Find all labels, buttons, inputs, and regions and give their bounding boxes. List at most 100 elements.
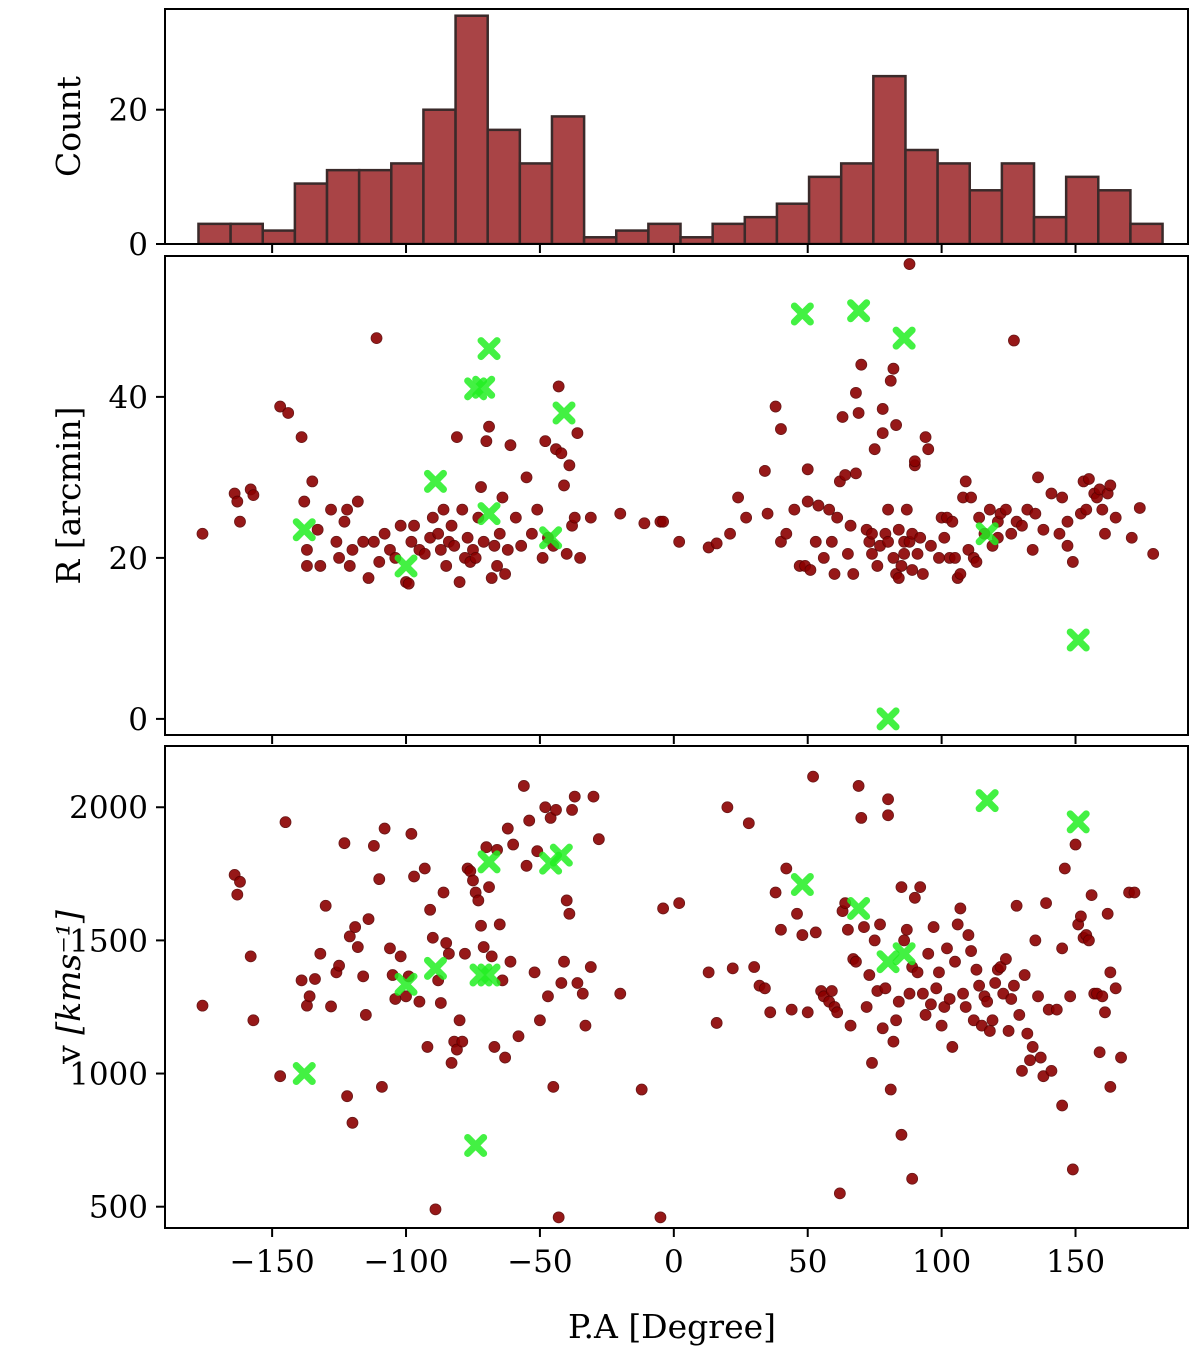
galaxy-point: [831, 511, 844, 524]
galaxy-point: [523, 814, 536, 827]
galaxy-point: [367, 535, 380, 548]
galaxy-point: [488, 539, 501, 552]
galaxy-point: [882, 793, 894, 806]
galaxy-point: [673, 535, 686, 548]
galaxy-point: [732, 491, 744, 504]
galaxy-point: [1069, 838, 1082, 851]
galaxy-point: [552, 1211, 565, 1224]
velocity-frame: [164, 745, 1189, 1229]
galaxy-point: [911, 547, 924, 560]
galaxy-point: [247, 489, 260, 501]
galaxy-point: [517, 780, 530, 792]
histogram-bar: [293, 182, 329, 244]
galaxy-point: [475, 919, 487, 932]
highlight-cross-marker: [892, 326, 916, 350]
galaxy-point: [587, 790, 600, 803]
galaxy-point: [384, 942, 396, 955]
galaxy-point: [925, 539, 937, 552]
galaxy-point: [884, 1083, 897, 1096]
galaxy-point: [568, 511, 581, 524]
galaxy-point: [485, 950, 498, 963]
highlight-cross-marker: [472, 375, 496, 399]
galaxy-point: [973, 979, 986, 992]
galaxy-point: [775, 923, 787, 936]
highlight-cross-marker: [790, 302, 814, 326]
galaxy-point: [710, 537, 723, 550]
galaxy-point: [357, 970, 370, 983]
galaxy-point: [1056, 942, 1069, 955]
galaxy-point: [485, 572, 498, 584]
galaxy-point: [314, 947, 327, 960]
galaxy-point: [758, 982, 771, 995]
histogram-bar: [325, 168, 361, 244]
galaxy-point: [1104, 966, 1117, 979]
galaxy-point: [1066, 556, 1079, 568]
galaxy-point: [946, 515, 959, 528]
histogram-bar: [1129, 222, 1164, 244]
y-tick-label: 0: [128, 227, 148, 263]
galaxy-point: [927, 921, 940, 933]
histogram-bar: [1097, 189, 1132, 244]
galaxy-point: [555, 447, 568, 460]
galaxy-point: [959, 1001, 972, 1013]
galaxy-point: [558, 955, 570, 968]
galaxy-point: [825, 985, 838, 997]
galaxy-point: [579, 1019, 592, 1032]
galaxy-point: [841, 923, 854, 936]
x-axis-label: P.A [Degree]: [568, 1307, 776, 1346]
x-tick-label: −150: [230, 1244, 315, 1280]
histogram-bar: [807, 175, 843, 244]
velocity-marks: [196, 770, 1141, 1224]
histogram-bar: [775, 202, 811, 244]
galaxy-point: [274, 400, 287, 413]
galaxy-point: [231, 888, 244, 901]
highlight-cross-marker: [423, 956, 447, 980]
galaxy-point: [512, 1030, 525, 1043]
galaxy-point: [930, 982, 943, 995]
galaxy-point: [475, 481, 487, 493]
galaxy-point: [962, 543, 975, 556]
galaxy-point: [507, 838, 520, 851]
galaxy-point: [828, 568, 841, 580]
galaxy-point: [1096, 503, 1109, 516]
highlight-cross-marker: [847, 299, 871, 323]
histogram-bar: [518, 162, 554, 244]
galaxy-point: [424, 903, 437, 916]
galaxy-point: [592, 833, 605, 846]
galaxy-point: [938, 531, 951, 544]
galaxy-point: [983, 1025, 996, 1037]
galaxy-point: [421, 1041, 434, 1053]
y-label-symbol: R: [49, 549, 88, 584]
galaxy-point: [1083, 934, 1095, 947]
x-tick-label: 50: [788, 1244, 827, 1280]
galaxy-point: [895, 560, 908, 572]
galaxy-point: [986, 1014, 999, 1027]
histogram-bar: [390, 162, 425, 244]
highlight-cross-marker: [394, 972, 418, 996]
galaxy-point: [898, 934, 911, 947]
galaxy-point: [552, 380, 565, 393]
y-label-unit: [arcmin]: [49, 406, 88, 549]
galaxy-point: [922, 443, 935, 456]
galaxy-point: [405, 827, 418, 840]
galaxy-point: [539, 435, 552, 448]
galaxy-point: [1147, 547, 1160, 560]
galaxy-point: [895, 881, 908, 894]
highlight-cross-marker: [477, 337, 501, 361]
galaxy-point: [571, 427, 584, 440]
galaxy-point: [574, 551, 586, 564]
galaxy-point: [957, 987, 969, 1000]
galaxy-point: [855, 812, 868, 824]
galaxy-point: [892, 572, 905, 584]
galaxy-point: [483, 420, 495, 433]
galaxy-point: [504, 439, 517, 452]
galaxy-point: [434, 997, 447, 1009]
galaxy-point: [405, 535, 418, 548]
galaxy-point: [1045, 1064, 1058, 1077]
highlight-cross-marker: [1066, 628, 1090, 652]
galaxy-point: [919, 431, 932, 444]
highlight-cross-marker: [975, 789, 999, 813]
galaxy-point: [362, 572, 375, 584]
histogram-panel: 0 20 Count: [49, 8, 1189, 263]
histogram-bar: [454, 14, 489, 244]
